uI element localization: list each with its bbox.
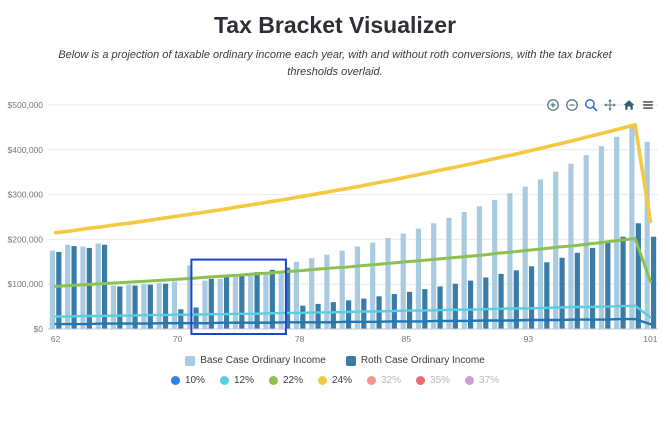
- legend-item-bracket-24[interactable]: 24%: [317, 375, 352, 387]
- svg-text:$200,000: $200,000: [8, 234, 44, 244]
- home-icon[interactable]: [621, 97, 637, 113]
- chart-container: $0 $100,000 $200,000 $300,000 $400,000 $500,0…: [6, 97, 664, 386]
- legend-item-bracket-12[interactable]: 12%: [219, 375, 254, 387]
- legend-item-bracket-32[interactable]: 32%: [367, 375, 401, 386]
- svg-text:78: 78: [295, 334, 305, 344]
- roth-case-swatch: [345, 355, 356, 366]
- bars-roth-case: [56, 223, 657, 330]
- chart-plot[interactable]: $0 $100,000 $200,000 $300,000 $400,000 $500,0…: [6, 97, 664, 349]
- legend-item-bracket-37[interactable]: 37%: [465, 375, 499, 386]
- legend-item-bracket-10[interactable]: 10%: [170, 375, 205, 387]
- base-case-swatch: [185, 355, 196, 366]
- bracket-24-dot: [317, 376, 327, 386]
- bracket-12-label: 12%: [233, 375, 254, 387]
- bracket-24-label: 24%: [331, 375, 352, 387]
- bracket-legend: 10% 12% 22% 24% 32% 35% 37%: [6, 375, 664, 386]
- svg-text:$300,000: $300,000: [8, 190, 44, 200]
- svg-text:85: 85: [402, 334, 412, 344]
- box-zoom-icon[interactable]: [583, 97, 599, 113]
- menu-icon[interactable]: [640, 97, 656, 113]
- bracket-32-label: 32%: [381, 375, 402, 387]
- bracket-10-label: 10%: [184, 375, 205, 387]
- bracket-22-dot: [268, 376, 278, 386]
- bracket-35-dot: [416, 376, 426, 386]
- base-case-label: Base Case Ordinary Income: [200, 355, 326, 367]
- selection-box[interactable]: [190, 258, 287, 336]
- x-axis-labels: 62 70 78 85 93 101: [51, 334, 658, 344]
- bracket-37-label: 37%: [479, 375, 500, 387]
- legend-item-roth-case[interactable]: Roth Case Ordinary Income: [345, 355, 485, 367]
- chart-modebar: [545, 97, 656, 113]
- legend-item-bracket-35[interactable]: 35%: [416, 375, 450, 386]
- bracket-22-label: 22%: [282, 375, 303, 387]
- svg-text:101: 101: [643, 334, 657, 344]
- legend-item-base-case[interactable]: Base Case Ordinary Income: [185, 355, 326, 366]
- zoom-out-icon[interactable]: [564, 97, 580, 113]
- zoom-in-icon[interactable]: [545, 97, 561, 113]
- page-subtitle: Below is a projection of taxable ordinar…: [58, 49, 612, 79]
- svg-text:70: 70: [173, 334, 183, 344]
- series-legend: Base Case Ordinary Income Roth Case Ordi…: [6, 355, 664, 366]
- svg-text:$500,000: $500,000: [8, 100, 44, 110]
- svg-text:62: 62: [51, 334, 61, 344]
- bracket-12-dot: [219, 376, 229, 386]
- page-title: Tax Bracket Visualizer: [213, 12, 457, 38]
- bracket-line-24pct: [53, 122, 653, 235]
- bracket-line-10pct: [54, 317, 652, 326]
- bracket-35-label: 35%: [430, 375, 451, 387]
- bracket-37-dot: [465, 376, 475, 386]
- legend-item-bracket-22[interactable]: 22%: [268, 375, 303, 387]
- pan-icon[interactable]: [602, 97, 618, 113]
- svg-text:$0: $0: [34, 324, 44, 334]
- roth-case-label: Roth Case Ordinary Income: [360, 355, 485, 367]
- bracket-line-12pct: [54, 304, 652, 319]
- bracket-line-22pct: [54, 237, 652, 288]
- bracket-10-dot: [170, 376, 180, 386]
- svg-text:$400,000: $400,000: [8, 145, 44, 155]
- svg-text:93: 93: [524, 334, 534, 344]
- svg-text:$100,000: $100,000: [8, 279, 44, 289]
- bracket-32-dot: [367, 376, 376, 386]
